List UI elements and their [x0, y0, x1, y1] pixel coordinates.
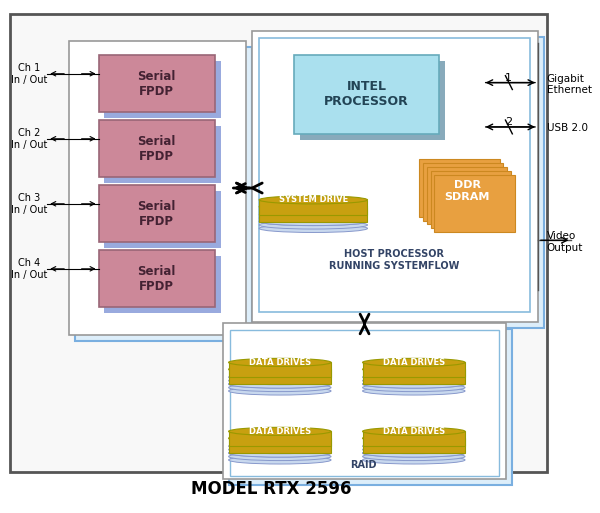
Text: INTEL
PROCESSOR: INTEL PROCESSOR — [324, 81, 409, 108]
Ellipse shape — [229, 449, 331, 457]
Bar — [98, 250, 215, 307]
Text: HOST PROCESSOR
RUNNING SYSTEMFLOW: HOST PROCESSOR RUNNING SYSTEMFLOW — [329, 249, 459, 271]
Bar — [229, 329, 512, 485]
Bar — [104, 191, 221, 248]
Bar — [98, 120, 215, 177]
Ellipse shape — [229, 380, 331, 388]
Text: Serial
FPDP: Serial FPDP — [137, 134, 176, 163]
Ellipse shape — [229, 373, 331, 381]
Text: Ch 4
In / Out: Ch 4 In / Out — [11, 258, 48, 280]
Bar — [229, 369, 331, 384]
Bar — [252, 31, 538, 322]
Ellipse shape — [229, 365, 331, 373]
Ellipse shape — [229, 387, 331, 395]
Text: USB 2.0: USB 2.0 — [547, 123, 588, 133]
Ellipse shape — [362, 380, 465, 388]
Text: Video
Output: Video Output — [547, 231, 583, 253]
Bar — [259, 207, 367, 222]
Ellipse shape — [362, 449, 465, 457]
Text: Serial
FPDP: Serial FPDP — [137, 70, 176, 97]
Text: DATA DRIVES: DATA DRIVES — [249, 358, 311, 367]
Text: DDR
SDRAM: DDR SDRAM — [445, 180, 490, 202]
Ellipse shape — [229, 446, 331, 453]
Bar — [434, 175, 515, 232]
Bar — [431, 171, 511, 228]
Bar — [427, 167, 508, 225]
Ellipse shape — [229, 456, 331, 464]
Ellipse shape — [362, 384, 465, 391]
Ellipse shape — [362, 387, 465, 395]
Ellipse shape — [362, 449, 465, 457]
Ellipse shape — [362, 377, 465, 385]
Ellipse shape — [362, 365, 465, 373]
Text: SYSTEM DRIVE: SYSTEM DRIVE — [278, 195, 348, 204]
Text: 1: 1 — [505, 73, 512, 83]
Bar — [362, 362, 465, 377]
Ellipse shape — [229, 449, 331, 457]
Bar — [69, 41, 247, 335]
Bar — [293, 55, 439, 134]
Text: MODEL RTX 2596: MODEL RTX 2596 — [191, 480, 351, 498]
Ellipse shape — [362, 452, 465, 461]
Ellipse shape — [229, 452, 331, 461]
Text: RAID: RAID — [350, 460, 377, 470]
Text: Serial
FPDP: Serial FPDP — [137, 265, 176, 293]
Text: 2: 2 — [505, 117, 512, 127]
Bar — [229, 431, 331, 446]
Bar — [75, 47, 252, 341]
Ellipse shape — [229, 377, 331, 385]
Bar — [104, 61, 221, 118]
Ellipse shape — [362, 427, 465, 436]
Text: Ch 1
In / Out: Ch 1 In / Out — [11, 63, 48, 85]
Bar — [230, 330, 499, 476]
Ellipse shape — [229, 434, 331, 442]
Ellipse shape — [259, 203, 367, 211]
Bar — [419, 160, 500, 216]
Ellipse shape — [229, 427, 331, 436]
Bar — [362, 438, 465, 453]
Ellipse shape — [229, 384, 331, 391]
Ellipse shape — [362, 380, 465, 388]
Ellipse shape — [362, 434, 465, 442]
Ellipse shape — [259, 218, 367, 226]
Ellipse shape — [229, 359, 331, 366]
Ellipse shape — [362, 359, 465, 366]
Ellipse shape — [362, 446, 465, 453]
Bar — [104, 126, 221, 183]
Bar — [229, 438, 331, 453]
Text: DATA DRIVES: DATA DRIVES — [383, 358, 445, 367]
Bar — [259, 200, 367, 214]
Text: Ch 2
In / Out: Ch 2 In / Out — [11, 128, 48, 150]
Text: Serial
FPDP: Serial FPDP — [137, 200, 176, 228]
Text: DATA DRIVES: DATA DRIVES — [249, 427, 311, 436]
Ellipse shape — [229, 442, 331, 450]
Ellipse shape — [362, 442, 465, 450]
Bar — [259, 38, 530, 312]
Ellipse shape — [259, 218, 367, 226]
Ellipse shape — [259, 221, 367, 229]
Bar — [98, 185, 215, 242]
Text: DATA DRIVES: DATA DRIVES — [383, 427, 445, 436]
Bar — [229, 362, 331, 377]
Bar — [223, 323, 506, 479]
Bar — [422, 164, 503, 221]
Ellipse shape — [229, 380, 331, 388]
Bar — [258, 37, 544, 328]
Ellipse shape — [259, 196, 367, 204]
Ellipse shape — [362, 456, 465, 464]
Bar — [299, 61, 445, 140]
Bar — [98, 55, 215, 112]
Bar — [362, 369, 465, 384]
Ellipse shape — [259, 224, 367, 232]
Bar — [362, 431, 465, 446]
Text: Ch 3
In / Out: Ch 3 In / Out — [11, 193, 48, 214]
Text: Gigabit
Ethernet: Gigabit Ethernet — [547, 74, 592, 95]
Ellipse shape — [259, 214, 367, 222]
Ellipse shape — [362, 373, 465, 381]
Bar — [104, 256, 221, 313]
Ellipse shape — [259, 210, 367, 219]
